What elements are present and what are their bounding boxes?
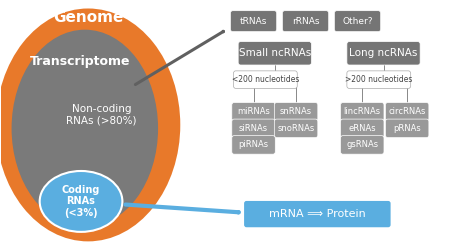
Text: rRNAs: rRNAs [292,17,319,26]
FancyBboxPatch shape [347,71,410,88]
FancyBboxPatch shape [334,11,381,32]
FancyBboxPatch shape [340,136,384,154]
Ellipse shape [11,30,158,227]
Text: Transcriptome: Transcriptome [30,55,130,68]
Text: piRNAs: piRNAs [238,140,269,149]
FancyBboxPatch shape [347,42,420,65]
FancyBboxPatch shape [234,71,297,88]
Text: snoRNAs: snoRNAs [277,124,315,133]
FancyBboxPatch shape [230,11,277,32]
FancyBboxPatch shape [232,102,275,121]
Text: Other?: Other? [342,17,373,26]
FancyBboxPatch shape [238,42,311,65]
FancyBboxPatch shape [244,201,391,227]
FancyBboxPatch shape [274,119,318,138]
Text: Long ncRNAs: Long ncRNAs [349,48,418,58]
Ellipse shape [40,171,122,232]
Text: circRNAs: circRNAs [389,107,426,116]
FancyArrowPatch shape [126,205,239,212]
Text: Small ncRNAs: Small ncRNAs [239,48,311,58]
Ellipse shape [0,9,180,241]
FancyBboxPatch shape [274,102,318,121]
Text: snRNAs: snRNAs [280,107,312,116]
Text: Coding
RNAs
(<3%): Coding RNAs (<3%) [62,185,100,218]
FancyBboxPatch shape [385,119,429,138]
Text: pRNAs: pRNAs [393,124,421,133]
Text: tRNAs: tRNAs [240,17,267,26]
FancyBboxPatch shape [232,136,275,154]
FancyBboxPatch shape [340,119,384,138]
Text: lincRNAs: lincRNAs [344,107,381,116]
Text: <200 nucleotides: <200 nucleotides [232,75,299,84]
FancyBboxPatch shape [340,102,384,121]
Text: mRNA ⟹ Protein: mRNA ⟹ Protein [269,209,366,219]
FancyBboxPatch shape [385,102,429,121]
Text: Genome: Genome [53,10,123,25]
Text: Non-coding
RNAs (>80%): Non-coding RNAs (>80%) [66,104,137,126]
Text: eRNAs: eRNAs [348,124,376,133]
Text: siRNAs: siRNAs [239,124,268,133]
FancyBboxPatch shape [283,11,328,32]
FancyArrowPatch shape [136,31,223,85]
Text: miRNAs: miRNAs [237,107,270,116]
Text: >200 nucleotides: >200 nucleotides [345,75,412,84]
Text: gsRNAs: gsRNAs [346,140,378,149]
FancyBboxPatch shape [232,119,275,138]
